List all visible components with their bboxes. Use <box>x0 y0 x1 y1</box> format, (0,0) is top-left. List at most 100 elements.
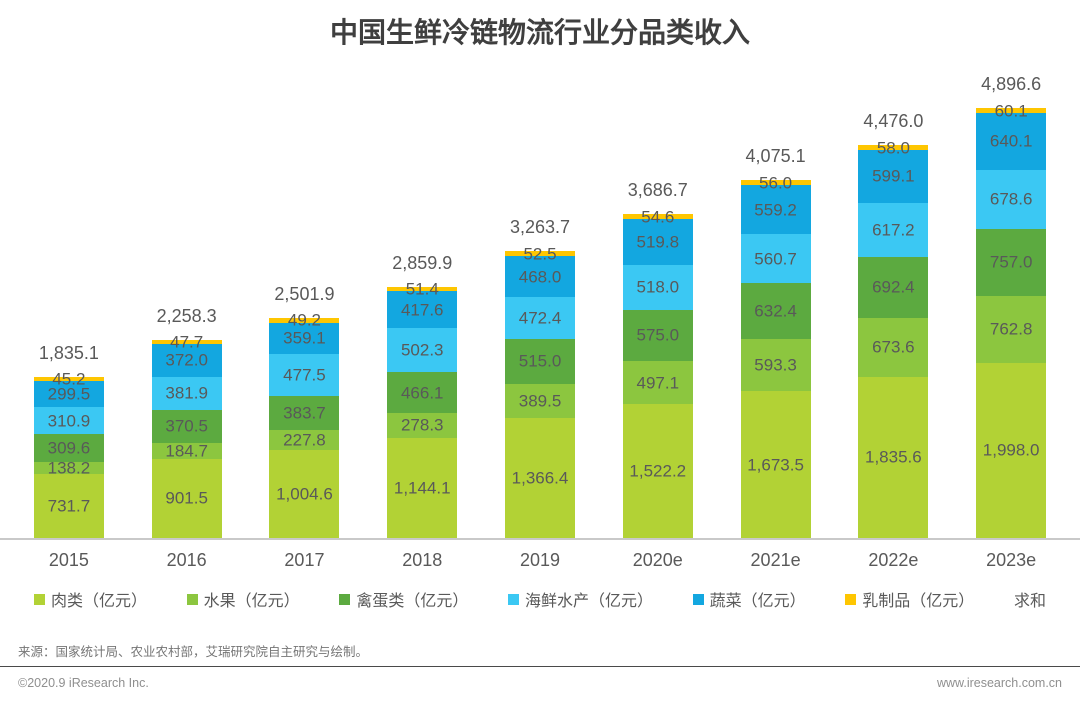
legend-label: 肉类（亿元） <box>51 593 148 610</box>
segment-value-label: 731.7 <box>47 496 91 516</box>
bar-segment: 757.0 <box>976 229 1047 296</box>
bar-segment: 901.5 <box>151 458 222 538</box>
bar-segment: 417.6 <box>387 291 458 329</box>
footer-divider <box>0 666 1080 667</box>
bar-segment: 47.7 <box>151 333 222 350</box>
legend-swatch-icon <box>186 593 198 605</box>
segment-value-label: 370.5 <box>165 416 208 436</box>
bar-column-2020e: 1,522.2 497.1 575.0 518.0 519.8 54.6 3,686.7 <box>599 54 717 538</box>
bar-segment: 60.1 <box>976 102 1047 119</box>
source-note: 来源：国家统计局、农业农村部，艾瑞研究院自主研究与绘制。 <box>18 645 369 659</box>
total-value-label: 4,476.0 <box>863 110 924 131</box>
bar-segment: 692.4 <box>858 256 929 318</box>
segment-value-label: 518.0 <box>636 277 680 297</box>
bar-segment: 227.8 <box>269 429 340 450</box>
bar-segment: 515.0 <box>505 338 576 384</box>
segment-value-label: 617.2 <box>872 220 915 240</box>
total-value-label: 4,075.1 <box>745 146 806 167</box>
stacked-bar-2017: 1,004.6 227.8 383.7 477.5 359.1 49.2 2,501.9 <box>269 284 340 538</box>
bar-segment: 184.7 <box>151 442 222 459</box>
segment-value-label: 227.8 <box>283 430 326 450</box>
bar-segment: 1,366.4 <box>505 418 576 538</box>
legend-item: 水果（亿元） <box>186 587 300 611</box>
bar-column-2022e: 1,835.6 673.6 692.4 617.2 599.1 58.0 4,476.0 <box>834 54 952 538</box>
bar-column-2018: 1,144.1 278.3 466.1 502.3 417.6 51.4 2,859.9 <box>363 54 481 538</box>
bar-segment: 299.5 <box>33 380 104 408</box>
segment-value-label: 1,673.5 <box>747 455 804 475</box>
segment-value-label: 383.7 <box>283 403 326 423</box>
legend-sum-label: 求和 <box>1013 593 1046 610</box>
segment-value-label: 309.6 <box>47 438 91 458</box>
bar-segment: 502.3 <box>387 328 458 373</box>
segment-value-label: 692.4 <box>872 277 915 297</box>
segment-value-label: 599.1 <box>872 166 915 186</box>
segment-value-label: 762.8 <box>989 319 1033 339</box>
bar-column-2023e: 1,998.0 762.8 757.0 678.6 640.1 60.1 4,896.6 <box>952 54 1070 538</box>
bar-segment: 678.6 <box>976 169 1047 230</box>
bar-segment: 575.0 <box>622 310 693 361</box>
bar-segment: 1,522.2 <box>622 404 693 538</box>
x-axis-label-2019: 2019 <box>519 550 561 570</box>
segment-value-label: 138.2 <box>47 458 91 478</box>
legend-label: 海鲜水产（亿元） <box>524 593 653 610</box>
legend-item: 肉类（亿元） <box>34 587 147 611</box>
stacked-bar-2020e: 1,522.2 497.1 575.0 518.0 519.8 54.6 3,686.7 <box>622 180 693 538</box>
bar-segment: 359.1 <box>269 322 340 355</box>
bar-segment: 370.5 <box>151 410 222 443</box>
segment-value-label: 468.0 <box>518 267 562 287</box>
bar-segment: 52.5 <box>505 245 576 262</box>
segment-value-label: 901.5 <box>165 488 208 508</box>
total-value-label: 4,896.6 <box>981 74 1042 94</box>
website-link[interactable]: www.iresearch.com.cn <box>936 676 1062 690</box>
segment-value-label: 497.1 <box>636 373 680 392</box>
total-value-label: 3,686.7 <box>627 180 688 201</box>
legend-item: 禽蛋类（亿元） <box>339 587 468 611</box>
bar-segment: 731.7 <box>33 473 104 538</box>
x-axis-label-2022e: 2022e <box>868 550 919 570</box>
legend-swatch-icon <box>845 593 857 605</box>
bar-segment: 310.9 <box>33 407 104 435</box>
total-value-label: 2,501.9 <box>274 284 335 305</box>
total-value-label: 1,835.1 <box>38 342 99 363</box>
legend-label: 水果（亿元） <box>203 593 300 610</box>
bar-segment: 381.9 <box>151 376 222 411</box>
bar-segment: 472.4 <box>505 297 576 339</box>
segment-value-label: 381.9 <box>165 383 208 403</box>
segment-value-label: 593.3 <box>754 355 797 375</box>
segment-value-label: 472.4 <box>518 308 562 328</box>
segment-value-label: 1,144.1 <box>393 478 451 498</box>
legend-label: 禽蛋类（亿元） <box>356 593 469 610</box>
bar-segment: 372.0 <box>151 343 222 377</box>
bar-segment: 466.1 <box>387 372 458 414</box>
legend: 肉类（亿元） 水果（亿元） 禽蛋类（亿元） 海鲜水产（亿元） 蔬菜（亿元） 乳制品（亿元）… <box>0 587 1080 611</box>
x-axis-label-2017: 2017 <box>284 550 325 570</box>
bar-segment: 632.4 <box>740 283 811 339</box>
bar-column-2016: 901.5 184.7 370.5 381.9 372.0 47.7 2,258.3 <box>128 54 246 538</box>
segment-value-label: 575.0 <box>636 325 680 345</box>
segment-value-label: 559.2 <box>754 200 797 220</box>
segment-value-label: 359.1 <box>283 328 326 348</box>
legend-item: 蔬菜（亿元） <box>692 587 806 611</box>
bar-segment: 518.0 <box>622 264 693 311</box>
bar-segment: 497.1 <box>622 360 693 405</box>
segment-value-label: 278.3 <box>400 415 444 435</box>
bar-segment: 54.6 <box>622 208 693 225</box>
bar-segment: 477.5 <box>269 354 340 397</box>
stacked-bar-2022e: 1,835.6 673.6 692.4 617.2 599.1 58.0 4,476.0 <box>858 111 929 538</box>
segment-value-label: 184.7 <box>165 441 208 461</box>
bar-segment: 519.8 <box>622 219 693 265</box>
bar-segment: 617.2 <box>858 202 929 257</box>
segment-value-label: 417.6 <box>400 300 444 320</box>
bar-segment: 559.2 <box>740 185 811 235</box>
bar-column-2017: 1,004.6 227.8 383.7 477.5 359.1 49.2 2,501.9 <box>246 54 364 538</box>
total-value-label: 3,263.7 <box>509 217 571 238</box>
total-value-label: 2,859.9 <box>392 252 453 273</box>
bar-segment: 58.0 <box>858 139 929 156</box>
stacked-bar-2018: 1,144.1 278.3 466.1 502.3 417.6 51.4 2,859.9 <box>387 253 458 538</box>
bar-segment: 278.3 <box>387 413 458 438</box>
bar-column-2019: 1,366.4 389.5 515.0 472.4 468.0 52.5 3,263.7 <box>481 54 599 538</box>
bar-segment: 560.7 <box>740 234 811 284</box>
legend-swatch-icon <box>692 593 704 605</box>
x-axis-label-2020e: 2020e <box>632 550 683 570</box>
